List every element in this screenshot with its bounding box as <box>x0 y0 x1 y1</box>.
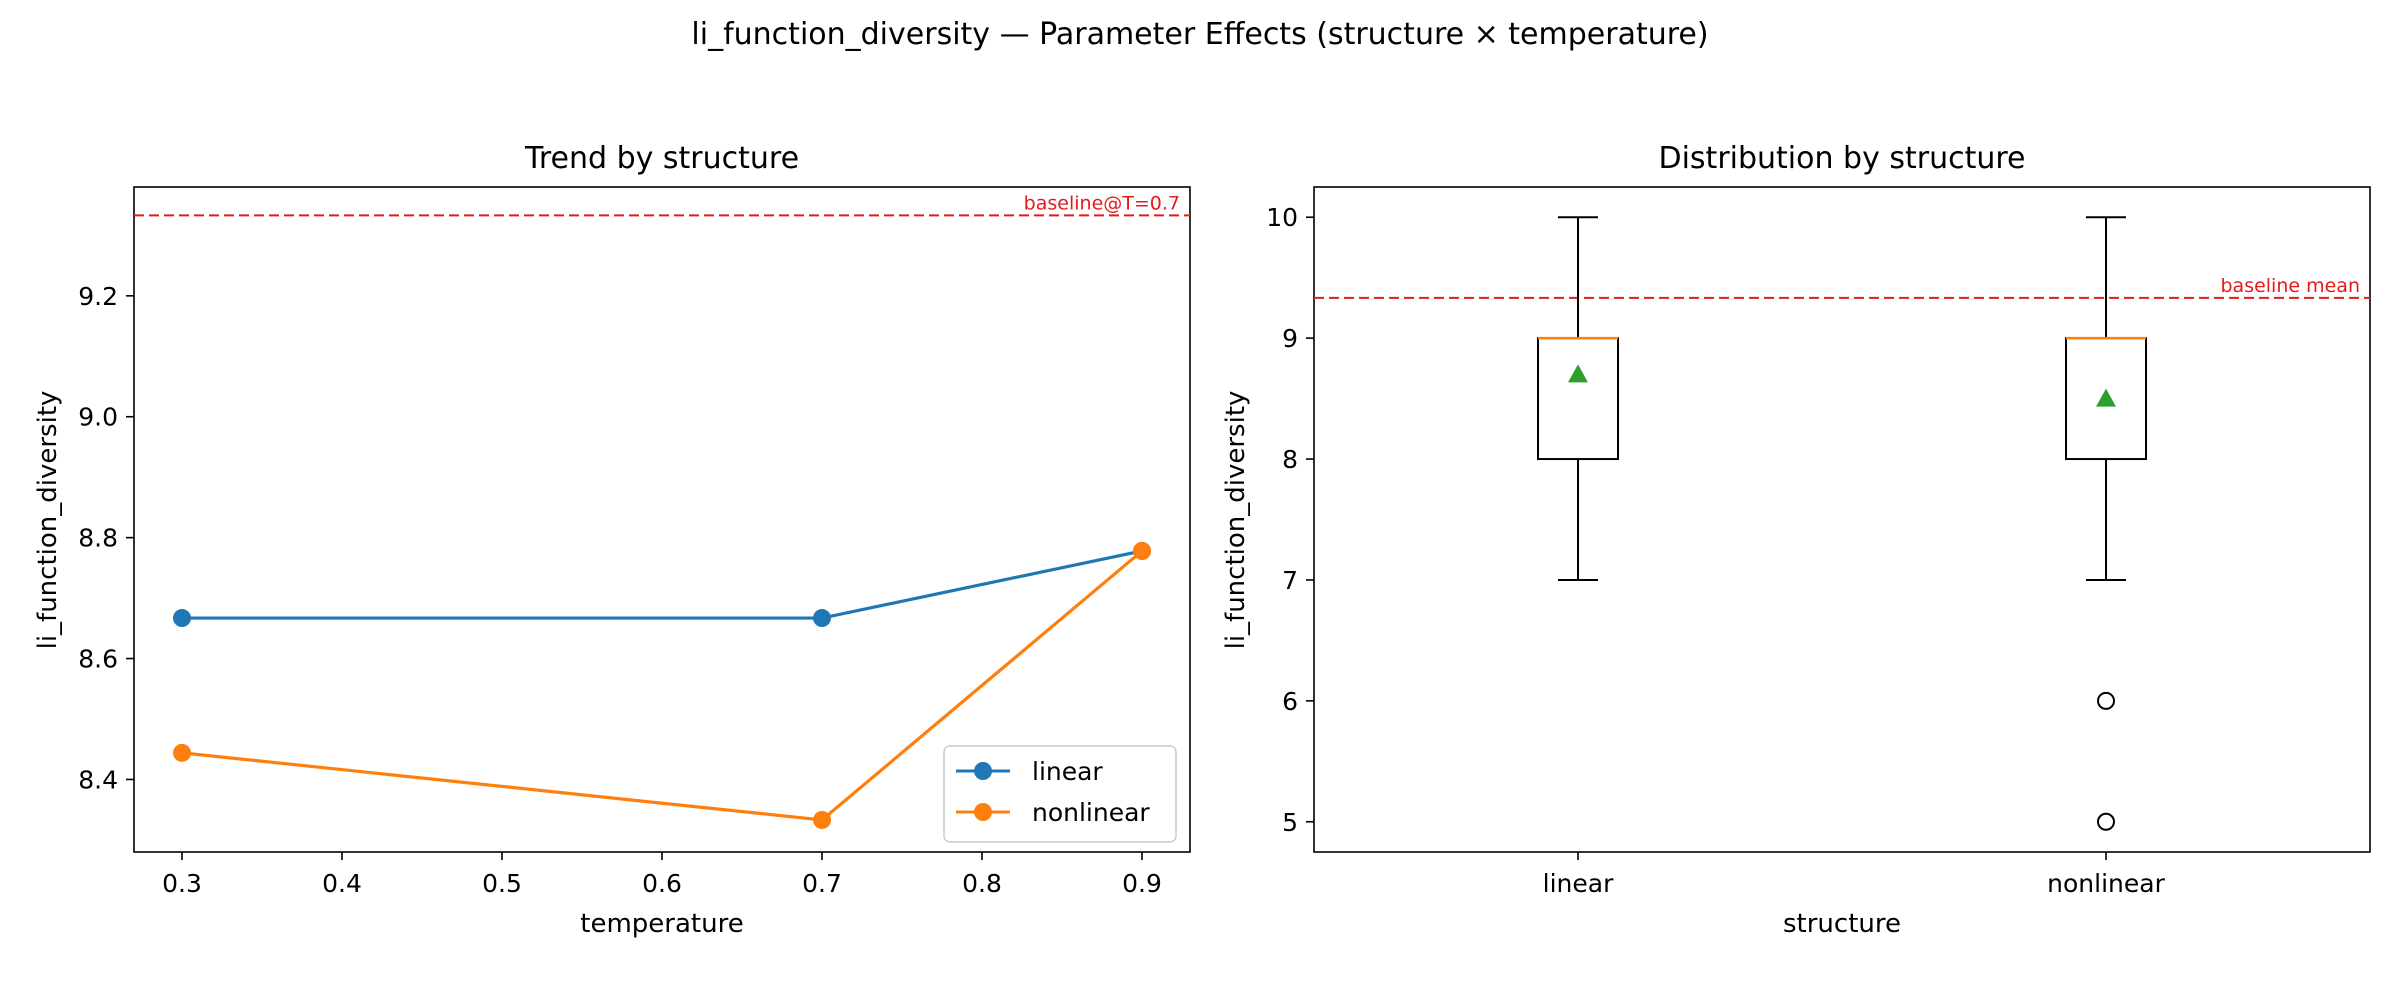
y-tick-label: 9.2 <box>78 282 118 311</box>
box-plot-y-ticks: 5 6 7 8 9 10 <box>1266 203 1314 837</box>
legend-marker-nonlinear <box>974 803 992 821</box>
mean-marker <box>2096 388 2116 407</box>
x-tick-label: 0.5 <box>482 869 522 898</box>
interquartile-box <box>1537 337 1619 461</box>
line-chart-series <box>173 541 1151 829</box>
x-tick-label-linear: linear <box>1543 869 1614 898</box>
data-point-linear <box>813 609 831 628</box>
line-chart-panel: Trend by structure 0.3 0.4 0.5 0.6 0.7 0.8 0.9… <box>33 141 1191 939</box>
y-tick-label: 8.6 <box>78 645 118 674</box>
y-tick-label: 7 <box>1282 566 1298 595</box>
y-tick-label: 10 <box>1266 203 1298 232</box>
x-tick-label: 0.4 <box>322 869 362 898</box>
y-tick-label: 9.0 <box>78 403 118 432</box>
box-linear <box>1537 216 1619 581</box>
box-plot-x-axis-label: structure <box>1783 909 1901 939</box>
legend-label-nonlinear: nonlinear <box>1032 798 1150 827</box>
line-chart-title: Trend by structure <box>524 141 799 176</box>
series-line-linear <box>182 549 1143 620</box>
data-point-nonlinear <box>173 743 191 762</box>
x-tick-label: 0.6 <box>642 869 682 898</box>
data-point-nonlinear <box>1133 541 1151 560</box>
line-chart-x-ticks: 0.3 0.4 0.5 0.6 0.7 0.8 0.9 <box>162 852 1162 898</box>
box-plot-plot-area <box>1313 186 2371 853</box>
y-tick-label: 8.8 <box>78 524 118 553</box>
line-chart-x-axis-label: temperature <box>580 909 743 939</box>
x-tick-label: 0.9 <box>1122 869 1162 898</box>
line-chart-y-ticks: 8.4 8.6 8.8 9.0 9.2 <box>78 282 134 794</box>
box-plot-baseline-label: baseline mean <box>2220 275 2360 297</box>
y-tick-label: 9 <box>1282 324 1298 353</box>
x-tick-label: 0.7 <box>802 869 842 898</box>
outlier-point <box>2097 691 2115 710</box>
box-plot-y-axis-label: li_function_diversity <box>1221 391 1251 650</box>
outlier-point <box>2097 812 2115 831</box>
mean-marker <box>1568 364 1588 383</box>
box-nonlinear <box>2065 216 2147 831</box>
box-plot-boxes <box>1537 216 2147 831</box>
box-plot-panel: Distribution by structure linear nonlinea… <box>1221 141 2371 939</box>
y-tick-label: 6 <box>1282 687 1298 716</box>
line-chart-baseline-label: baseline@T=0.7 <box>1024 192 1180 214</box>
data-point-nonlinear <box>813 810 831 829</box>
x-tick-label: 0.3 <box>162 869 202 898</box>
box-plot-x-ticks: linear nonlinear <box>1543 852 2166 898</box>
y-tick-label: 8 <box>1282 445 1298 474</box>
line-chart-legend: linear nonlinear <box>943 745 1177 843</box>
line-chart-y-axis-label: li_function_diversity <box>33 391 63 650</box>
y-tick-label: 8.4 <box>78 765 118 794</box>
box-plot-title: Distribution by structure <box>1658 141 2025 176</box>
data-point-linear <box>173 609 191 628</box>
figure-title: li_function_diversity — Parameter Effect… <box>691 17 1708 52</box>
x-tick-label-nonlinear: nonlinear <box>2047 869 2165 898</box>
x-tick-label: 0.8 <box>962 869 1002 898</box>
y-tick-label: 5 <box>1282 808 1298 837</box>
legend-marker-linear <box>974 762 992 780</box>
legend-label-linear: linear <box>1032 757 1103 786</box>
